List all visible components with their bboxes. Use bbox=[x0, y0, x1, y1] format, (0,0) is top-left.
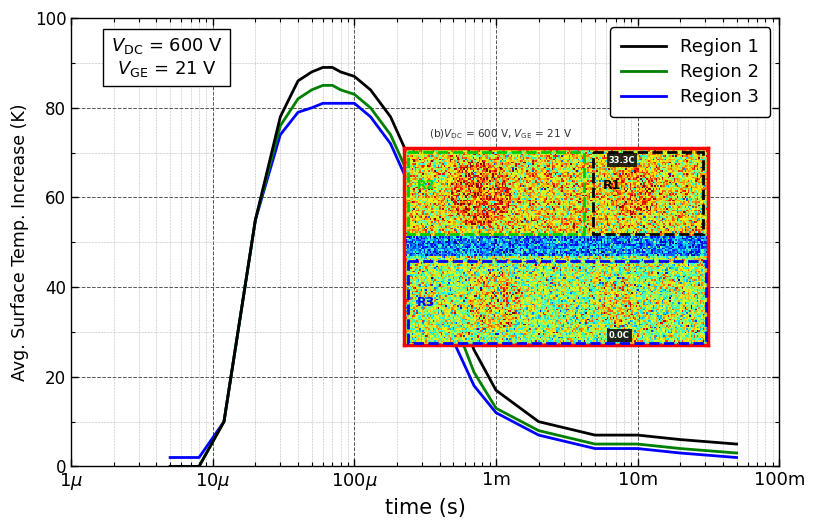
Region 3 bbox=[732, 454, 742, 461]
Line: Region 1: Region 1 bbox=[170, 67, 737, 467]
Region 2 bbox=[251, 217, 260, 223]
Region 1 bbox=[449, 293, 459, 299]
Region 3 bbox=[251, 217, 260, 223]
Region 2 bbox=[386, 132, 396, 138]
Region 2 bbox=[318, 82, 328, 88]
Region 2 bbox=[427, 235, 437, 241]
Region 1 bbox=[406, 158, 415, 165]
Region 1 bbox=[318, 64, 328, 70]
Region 2 bbox=[732, 450, 742, 456]
Region 2 bbox=[534, 427, 543, 434]
Region 1 bbox=[469, 346, 479, 353]
Region 1 bbox=[251, 217, 260, 223]
Legend: Region 1, Region 2, Region 3: Region 1, Region 2, Region 3 bbox=[610, 27, 770, 117]
Region 3 bbox=[307, 105, 317, 111]
Region 3 bbox=[366, 114, 375, 120]
Region 1 bbox=[276, 114, 286, 120]
Region 2 bbox=[491, 405, 501, 412]
Region 1 bbox=[590, 432, 600, 438]
Region 3 bbox=[165, 454, 175, 461]
Region 3 bbox=[327, 100, 337, 106]
Region 1 bbox=[349, 73, 359, 79]
Region 3 bbox=[386, 141, 396, 147]
Region 1 bbox=[534, 418, 543, 425]
Text: (b)$V_{\mathrm{DC}}$ = 600 V, $V_{\mathrm{GE}}$ = 21 V: (b)$V_{\mathrm{DC}}$ = 600 V, $V_{\mathr… bbox=[428, 128, 572, 141]
Region 1 bbox=[293, 78, 303, 84]
Region 3 bbox=[534, 432, 543, 438]
Region 1 bbox=[491, 387, 501, 394]
Region 2 bbox=[632, 441, 642, 447]
Region 1 bbox=[427, 217, 437, 223]
Region 1 bbox=[732, 441, 742, 447]
Region 1 bbox=[219, 418, 228, 425]
Region 1 bbox=[386, 114, 396, 120]
Region 3 bbox=[293, 109, 303, 115]
Region 1 bbox=[632, 432, 642, 438]
Region 2 bbox=[449, 315, 459, 322]
Region 1 bbox=[165, 463, 175, 470]
Region 3 bbox=[590, 445, 600, 452]
Region 2 bbox=[293, 96, 303, 102]
Region 3 bbox=[335, 100, 345, 106]
Region 3 bbox=[406, 185, 415, 191]
Region 1 bbox=[194, 463, 204, 470]
Region 1 bbox=[366, 87, 375, 93]
Region 1 bbox=[327, 64, 337, 70]
Line: Region 2: Region 2 bbox=[170, 85, 737, 467]
Line: Region 3: Region 3 bbox=[170, 103, 737, 458]
Region 1 bbox=[307, 69, 317, 75]
Region 3 bbox=[276, 132, 286, 138]
Y-axis label: Avg. Surface Temp. Increase (K): Avg. Surface Temp. Increase (K) bbox=[11, 104, 29, 381]
Region 1 bbox=[676, 436, 685, 443]
Region 2 bbox=[219, 418, 228, 425]
Region 2 bbox=[406, 176, 415, 183]
Region 3 bbox=[491, 409, 501, 416]
Region 2 bbox=[276, 123, 286, 129]
Region 2 bbox=[676, 445, 685, 452]
Region 3 bbox=[676, 450, 685, 456]
Text: $V_{\mathrm{DC}}$ = 600 V
$V_{\mathrm{GE}}$ = 21 V: $V_{\mathrm{DC}}$ = 600 V $V_{\mathrm{GE… bbox=[111, 36, 223, 79]
Region 3 bbox=[449, 338, 459, 344]
X-axis label: time (s): time (s) bbox=[384, 498, 466, 518]
Region 2 bbox=[327, 82, 337, 88]
Region 2 bbox=[349, 91, 359, 97]
Region 2 bbox=[335, 87, 345, 93]
Region 2 bbox=[590, 441, 600, 447]
Region 2 bbox=[366, 105, 375, 111]
Region 3 bbox=[632, 445, 642, 452]
Region 1 bbox=[335, 69, 345, 75]
Region 3 bbox=[469, 382, 479, 389]
Region 3 bbox=[427, 248, 437, 254]
Region 2 bbox=[469, 369, 479, 376]
Region 2 bbox=[194, 463, 204, 470]
Region 3 bbox=[194, 454, 204, 461]
Region 3 bbox=[349, 100, 359, 106]
Region 3 bbox=[219, 418, 228, 425]
Region 2 bbox=[307, 87, 317, 93]
Region 2 bbox=[165, 463, 175, 470]
Region 3 bbox=[318, 100, 328, 106]
